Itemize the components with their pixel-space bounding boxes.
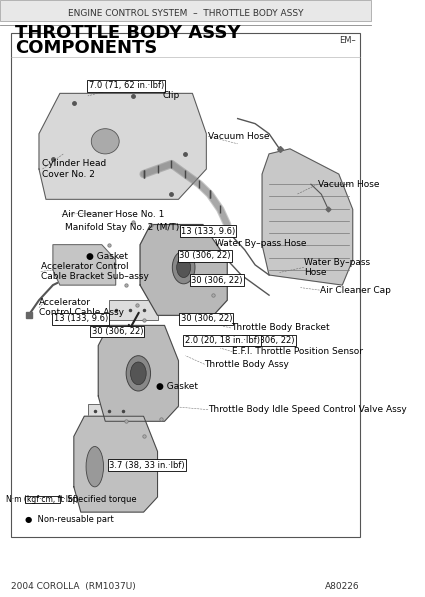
Polygon shape <box>262 149 353 285</box>
Polygon shape <box>98 325 178 421</box>
Polygon shape <box>53 245 116 285</box>
Text: Cylinder Head
Cover No. 2: Cylinder Head Cover No. 2 <box>42 159 107 179</box>
Text: Throttle Body Assy: Throttle Body Assy <box>204 360 289 369</box>
Text: Air Cleaner Hose No. 1: Air Cleaner Hose No. 1 <box>62 210 164 219</box>
Text: ● Gasket: ● Gasket <box>156 383 198 392</box>
Text: 30 (306, 22): 30 (306, 22) <box>92 327 143 336</box>
Text: 7.0 (71, 62 in.·lbf): 7.0 (71, 62 in.·lbf) <box>88 81 164 90</box>
Text: 30 (306, 22): 30 (306, 22) <box>243 336 295 345</box>
Text: Clip: Clip <box>163 91 180 100</box>
Ellipse shape <box>177 257 191 278</box>
Text: EM–: EM– <box>339 36 356 45</box>
Text: THROTTLE BODY ASSY: THROTTLE BODY ASSY <box>15 24 241 42</box>
Text: 13 (133, 9.6): 13 (133, 9.6) <box>54 315 108 324</box>
Text: A80226: A80226 <box>325 581 360 591</box>
Text: 30 (306, 22): 30 (306, 22) <box>181 315 232 324</box>
Text: 2004 COROLLA  (RM1037U): 2004 COROLLA (RM1037U) <box>11 581 136 591</box>
Text: ●  Non-reusable part: ● Non-reusable part <box>25 515 114 524</box>
Text: Throttle Body Idle Speed Control Valve Assy: Throttle Body Idle Speed Control Valve A… <box>208 405 407 414</box>
Text: Water By–pass Hose: Water By–pass Hose <box>215 239 306 248</box>
Text: 13 (133, 9.6): 13 (133, 9.6) <box>181 227 235 236</box>
Bar <box>88 404 136 418</box>
Text: E.F.I. Throttle Position Sensor: E.F.I. Throttle Position Sensor <box>232 347 363 356</box>
Ellipse shape <box>126 356 150 391</box>
Text: 30 (306, 22): 30 (306, 22) <box>191 276 243 285</box>
Text: Vacuum Hose: Vacuum Hose <box>208 132 269 141</box>
Polygon shape <box>74 416 158 512</box>
Text: 2.0 (20, 18 in.·lbf): 2.0 (20, 18 in.·lbf) <box>184 336 260 345</box>
Text: ENGINE CONTROL SYSTEM  –  THROTTLE BODY ASSY: ENGINE CONTROL SYSTEM – THROTTLE BODY AS… <box>68 9 303 18</box>
Text: COMPONENTS: COMPONENTS <box>15 39 157 57</box>
Polygon shape <box>140 224 227 315</box>
Text: Vacuum Hose: Vacuum Hose <box>318 180 380 189</box>
Text: Air Cleaner Cap: Air Cleaner Cap <box>320 285 391 294</box>
Text: Water By–pass
Hose: Water By–pass Hose <box>304 258 370 277</box>
Ellipse shape <box>91 129 119 154</box>
Polygon shape <box>39 93 206 199</box>
Text: : Specified torque: : Specified torque <box>62 495 137 504</box>
Ellipse shape <box>86 447 104 487</box>
Text: N·m (kgf·cm, ft·lbf): N·m (kgf·cm, ft·lbf) <box>6 495 79 504</box>
Text: Accelerator Control
Cable Bracket Sub–assy: Accelerator Control Cable Bracket Sub–as… <box>41 261 149 281</box>
Text: Manifold Stay No. 2 (M/T): Manifold Stay No. 2 (M/T) <box>65 223 179 232</box>
Text: Throttle Body Bracket: Throttle Body Bracket <box>231 324 329 333</box>
Text: ● Gasket: ● Gasket <box>86 252 128 261</box>
Ellipse shape <box>172 251 195 284</box>
Text: Accelerator
Control Cable Assy: Accelerator Control Cable Assy <box>39 298 124 318</box>
Text: 30 (306, 22): 30 (306, 22) <box>179 251 230 260</box>
Text: 3.7 (38, 33 in.·lbf): 3.7 (38, 33 in.·lbf) <box>109 461 185 470</box>
Bar <box>109 300 158 321</box>
Ellipse shape <box>130 362 146 384</box>
Bar <box>25 496 60 503</box>
Bar <box>0 0 371 21</box>
Bar <box>11 33 360 537</box>
